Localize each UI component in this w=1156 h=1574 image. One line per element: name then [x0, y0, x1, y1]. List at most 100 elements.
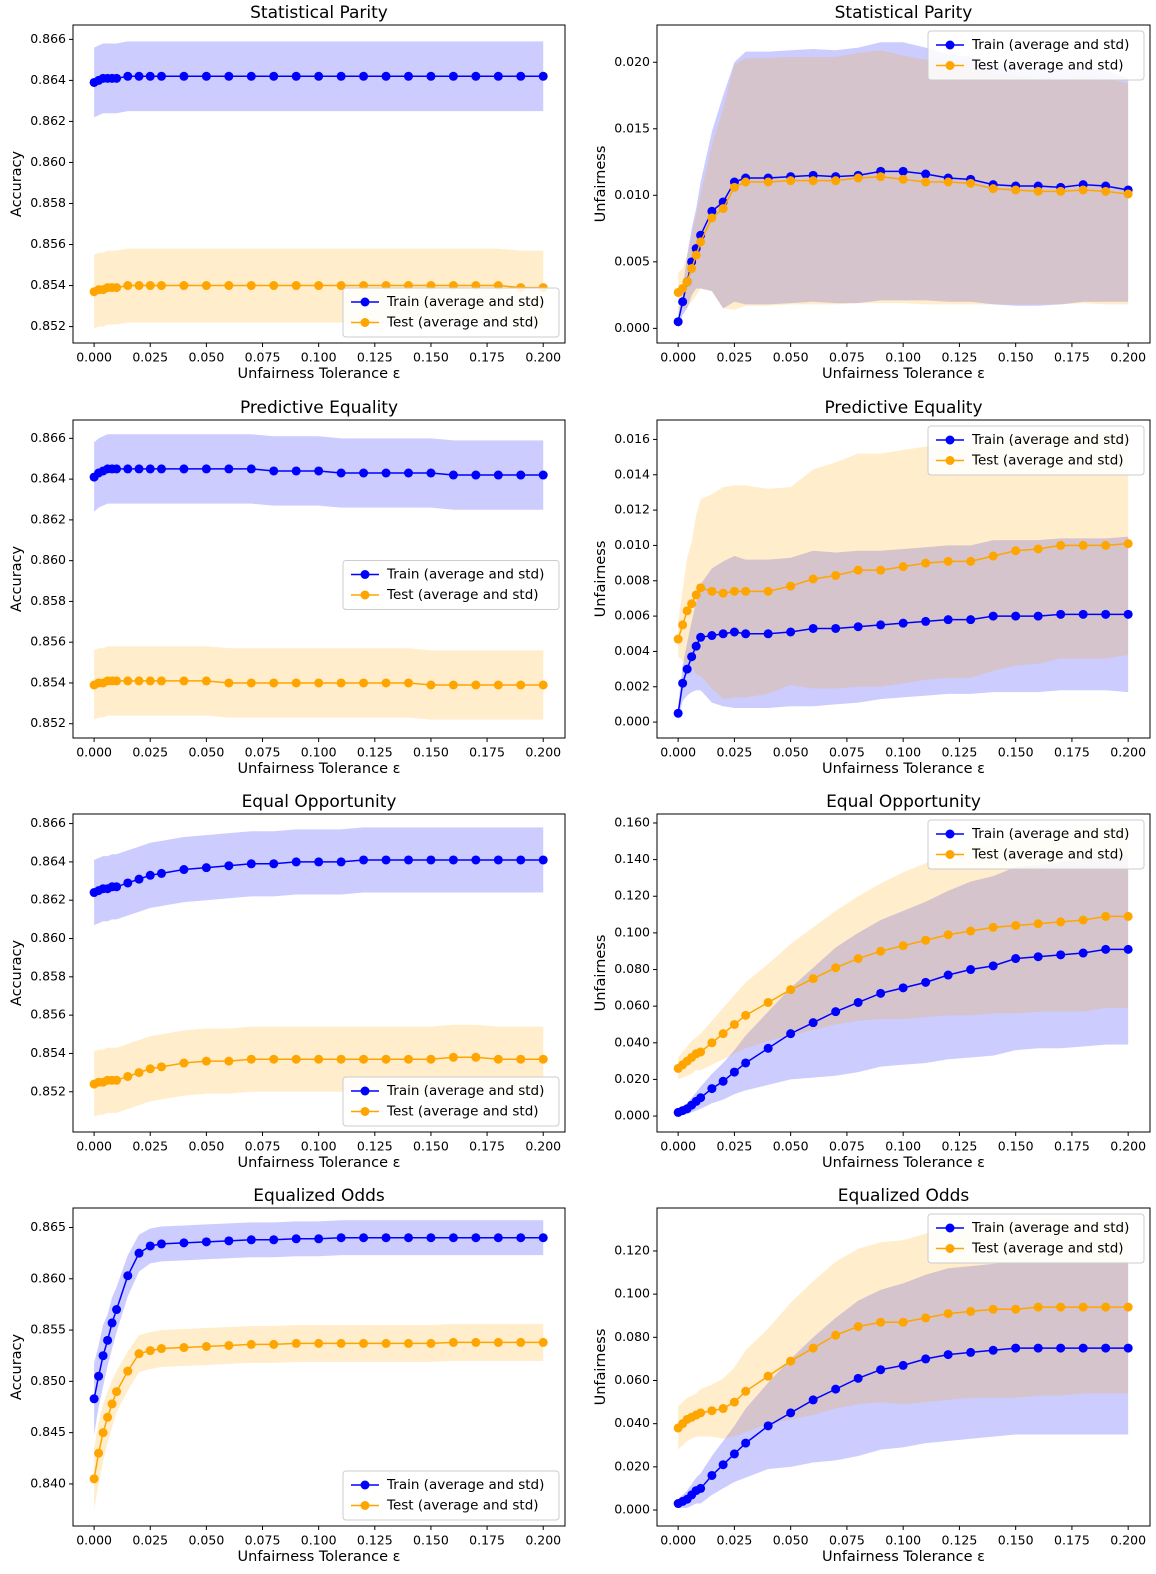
legend-marker [360, 570, 370, 579]
marker [682, 277, 692, 287]
x-tick-label: 0.100 [301, 1533, 337, 1548]
x-tick-label: 0.150 [413, 350, 449, 365]
marker [359, 855, 369, 865]
marker [403, 1233, 413, 1243]
y-tick-label: 0.040 [614, 1034, 650, 1049]
std-band [94, 827, 544, 926]
marker [291, 857, 301, 867]
subplot: Statistical Parity Unfairness Tolerance ε… [593, 3, 1151, 382]
x-tick-label: 0.075 [245, 745, 281, 760]
marker [156, 676, 166, 686]
marker [516, 1337, 526, 1347]
marker [729, 1397, 739, 1407]
y-tick-label: 0.020 [614, 54, 650, 69]
marker [1033, 186, 1043, 196]
marker [224, 678, 234, 688]
marker [201, 464, 211, 474]
marker [763, 1043, 773, 1053]
x-tick-label: 0.175 [469, 350, 505, 365]
marker [538, 1337, 548, 1347]
x-tick-label: 0.000 [660, 350, 696, 365]
marker [1056, 609, 1066, 619]
marker [359, 71, 369, 81]
y-tick-label: 0.100 [614, 924, 650, 939]
marker [943, 1309, 953, 1319]
marker [1078, 1302, 1088, 1312]
marker [921, 558, 931, 568]
marker [123, 71, 133, 81]
y-tick-label: 0.866 [30, 430, 66, 445]
axes-frame [72, 24, 566, 344]
y-tick-label: 0.858 [30, 195, 66, 210]
marker [291, 281, 301, 291]
marker [426, 680, 436, 690]
marker [707, 1084, 717, 1094]
legend: Train (average and std) Test (average and… [342, 287, 560, 338]
x-tick-label: 0.000 [660, 1139, 696, 1154]
legend: Train (average and std) Test (average and… [342, 1470, 560, 1521]
chart-title: Statistical Parity [250, 3, 388, 23]
marker [786, 1356, 796, 1366]
marker [786, 985, 796, 995]
marker [381, 1233, 391, 1243]
marker [246, 1054, 256, 1064]
marker [1056, 917, 1066, 927]
y-tick-label: 0.852 [30, 1083, 66, 1098]
x-tick-label: 0.175 [469, 1139, 505, 1154]
marker [156, 281, 166, 291]
x-tick-label: 0.125 [357, 1139, 393, 1154]
marker [718, 629, 728, 639]
marker [729, 627, 739, 637]
plot-area [89, 41, 548, 329]
marker [201, 71, 211, 81]
marker [988, 922, 998, 932]
marker [246, 1339, 256, 1349]
subplot: Statistical Parity Unfairness Tolerance ε… [9, 3, 566, 382]
marker [1078, 915, 1088, 925]
y-tick-label: 0.080 [614, 961, 650, 976]
marker [134, 281, 144, 291]
marker [898, 166, 908, 176]
legend-marker [945, 1244, 955, 1253]
marker [156, 868, 166, 878]
chart-title: Statistical Parity [835, 3, 973, 23]
x-tick-label: 0.150 [413, 1139, 449, 1154]
marker [516, 470, 526, 480]
marker [145, 71, 155, 81]
x-tick-label: 0.075 [245, 1139, 281, 1154]
marker [359, 1233, 369, 1243]
subplot: Predictive Equality Unfairness Tolerance … [593, 398, 1151, 777]
marker [808, 176, 818, 186]
x-tick-label: 0.000 [660, 1533, 696, 1548]
marker [269, 1235, 279, 1245]
x-tick-label: 0.200 [1110, 1533, 1146, 1548]
y-tick-label: 0.010 [614, 187, 650, 202]
x-tick-label: 0.200 [1110, 350, 1146, 365]
legend-label: Test (average and std) [971, 847, 1124, 863]
std-band [678, 1218, 1129, 1450]
marker [831, 623, 841, 633]
axes-frame [72, 1207, 566, 1527]
plot-area [673, 42, 1133, 329]
marker [741, 1058, 751, 1068]
y-tick-label: 0.862 [30, 113, 66, 128]
marker [201, 863, 211, 873]
marker [921, 169, 931, 179]
marker [123, 464, 133, 474]
marker [145, 870, 155, 880]
marker [403, 1338, 413, 1348]
marker [179, 1058, 189, 1068]
marker [448, 1052, 458, 1062]
marker [943, 177, 953, 187]
marker [966, 965, 976, 975]
marker [1011, 1343, 1021, 1353]
marker [898, 562, 908, 572]
legend-label: Train (average and std) [386, 1083, 544, 1099]
marker [966, 178, 976, 188]
legend-box [342, 560, 560, 610]
marker [516, 1054, 526, 1064]
marker [763, 177, 773, 187]
x-axis-label: Unfairness Tolerance ε [238, 1155, 401, 1171]
y-tick-label: 0.860 [30, 1270, 66, 1285]
